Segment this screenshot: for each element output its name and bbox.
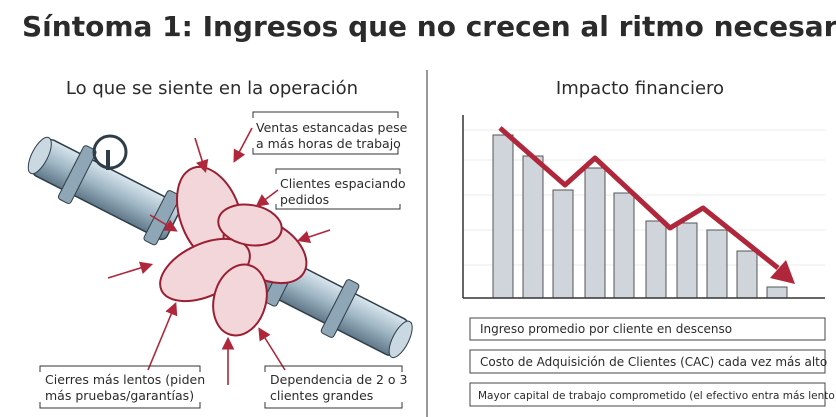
callout: Ventas estancadas pese a más horas de tr… (252, 111, 408, 155)
box-text: Costo de Adquisición de Clientes (CAC) c… (480, 355, 827, 369)
callout: Cierres más lentos (piden más pruebas/ga… (39, 365, 205, 409)
label: Clientes espaciando (280, 176, 406, 191)
left-heading: Lo que se siente en la operación (66, 78, 358, 99)
title: Síntoma 1: Ingresos que no crecen al rit… (22, 10, 836, 43)
impact-box: Costo de Adquisición de Clientes (CAC) c… (469, 349, 827, 374)
bracket (264, 365, 403, 409)
bracket (275, 168, 401, 210)
impact-box: Ingreso promedio por cliente en descenso (469, 317, 826, 341)
decline-illustration (462, 115, 825, 299)
label: Ventas estancadas pese (256, 120, 408, 135)
label: Cierres más lentos (piden (45, 372, 205, 387)
bracket (39, 365, 201, 409)
right-heading: Impacto financiero (556, 78, 724, 99)
pipe-illustration (27, 127, 413, 385)
bracket (252, 111, 399, 155)
label: clientes grandes (270, 388, 373, 403)
box-text: Ingreso promedio por cliente en descenso (480, 322, 732, 336)
label: más pruebas/garantías) (45, 388, 194, 403)
callout: Clientes espaciando pedidos (275, 168, 406, 210)
label: Dependencia de 2 o 3 (270, 372, 408, 387)
callout: Dependencia de 2 o 3 clientes grandes (264, 365, 408, 409)
label: pedidos (280, 192, 329, 207)
impact-box: Mayor capital de trabajo comprometido (e… (469, 382, 836, 407)
label: a más horas de trabajo (256, 136, 401, 151)
box-text: Mayor capital de trabajo comprometido (e… (478, 390, 836, 402)
